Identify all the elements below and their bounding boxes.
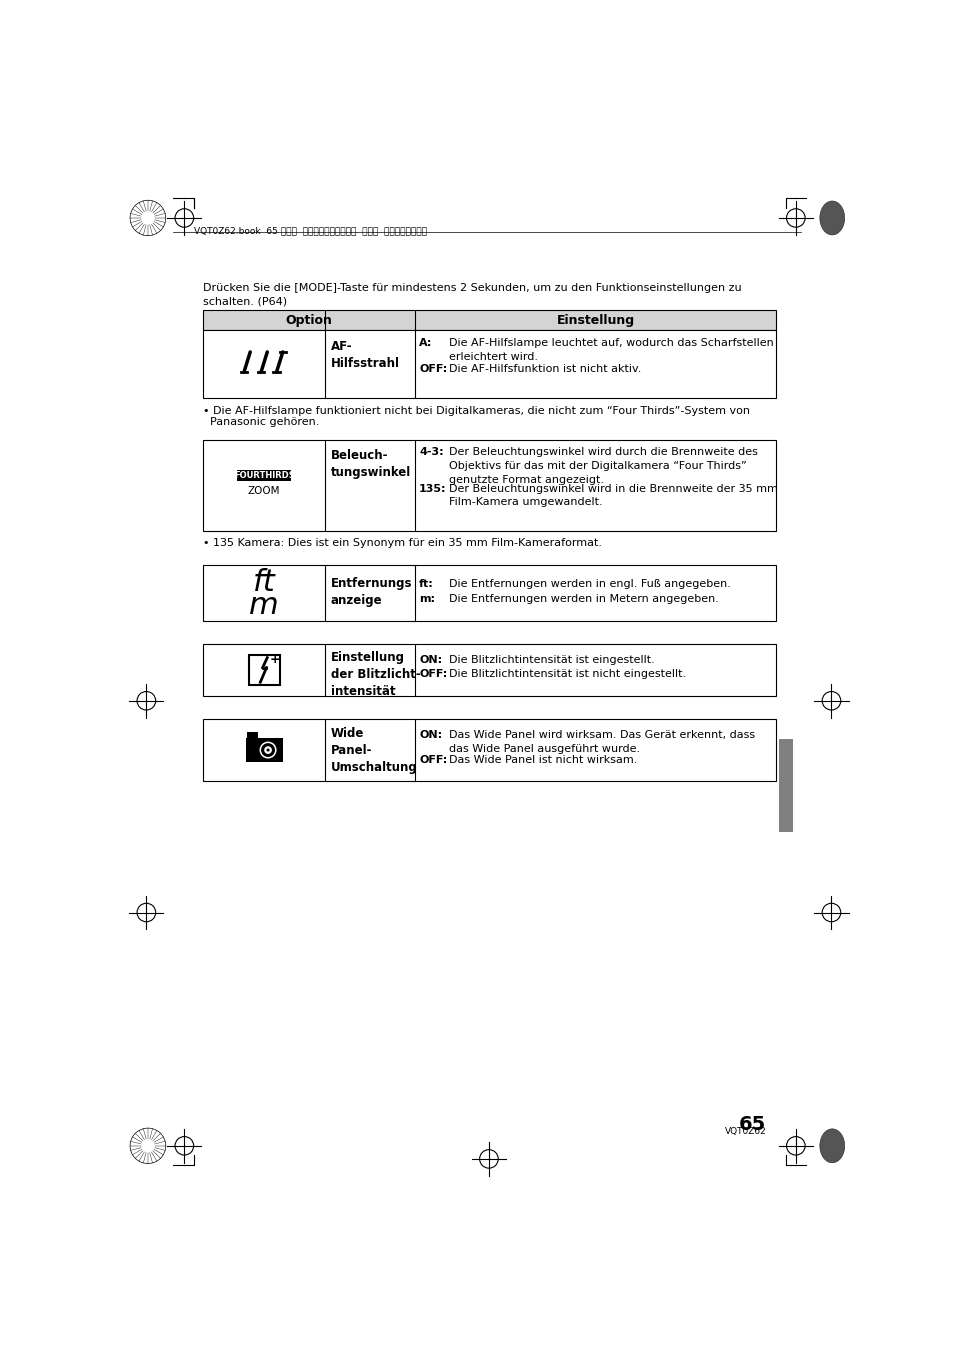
Text: VQT0Z62.book  65 ページ  ２００６年６月２２日  木曜日  午前１１時４６分: VQT0Z62.book 65 ページ ２００６年６月２２日 木曜日 午前１１時… xyxy=(194,226,427,236)
Text: Die Entfernungen werden in engl. Fuß angegeben.: Die Entfernungen werden in engl. Fuß ang… xyxy=(449,580,731,589)
Text: Die AF-Hilfsfunktion ist nicht aktiv.: Die AF-Hilfsfunktion ist nicht aktiv. xyxy=(449,364,641,373)
Text: 4-3:: 4-3: xyxy=(418,448,443,457)
Ellipse shape xyxy=(819,201,843,235)
Text: Option: Option xyxy=(285,314,332,326)
Text: Der Beleuchtungswinkel wird in die Brennweite der 35 mm
Film-Kamera umgewandelt.: Der Beleuchtungswinkel wird in die Brenn… xyxy=(449,484,778,507)
Text: Drücken Sie die [MODE]-Taste für mindestens 2 Sekunden, um zu den Funktionseinst: Drücken Sie die [MODE]-Taste für mindest… xyxy=(203,283,740,306)
Bar xyxy=(203,720,776,780)
Text: Das Wide Panel wird wirksam. Das Gerät erkennt, dass
das Wide Panel ausgeführt w: Das Wide Panel wird wirksam. Das Gerät e… xyxy=(449,731,755,754)
Text: OFF:: OFF: xyxy=(418,364,447,373)
Bar xyxy=(247,732,257,737)
Bar xyxy=(203,310,776,330)
Bar xyxy=(203,330,776,398)
Bar xyxy=(778,739,792,832)
Text: Die AF-Hilfslampe leuchtet auf, wodurch das Scharfstellen
erleichtert wird.: Die AF-Hilfslampe leuchtet auf, wodurch … xyxy=(449,338,773,361)
Bar xyxy=(203,565,776,620)
Text: Beleuch-
tungswinkel: Beleuch- tungswinkel xyxy=(331,449,411,479)
Text: m:: m: xyxy=(418,593,435,604)
Bar xyxy=(249,655,279,685)
Text: ON:: ON: xyxy=(418,655,442,665)
Bar xyxy=(203,644,776,696)
Text: Die Blitzlichtintensität ist eingestellt.: Die Blitzlichtintensität ist eingestellt… xyxy=(449,655,655,665)
Text: OFF:: OFF: xyxy=(418,669,447,679)
Text: 135:: 135: xyxy=(418,484,446,493)
Text: FOURTHIRDS: FOURTHIRDS xyxy=(233,470,294,480)
Text: • 135 Kamera: Dies ist ein Synonym für ein 35 mm Film-Kameraformat.: • 135 Kamera: Dies ist ein Synonym für e… xyxy=(203,538,601,549)
Circle shape xyxy=(266,748,270,752)
Text: Entfernungs
anzeige: Entfernungs anzeige xyxy=(331,577,412,607)
Text: Die Entfernungen werden in Metern angegeben.: Die Entfernungen werden in Metern angege… xyxy=(449,593,719,604)
Bar xyxy=(203,439,776,531)
Text: Einstellung
der Blitzlicht-
intensität: Einstellung der Blitzlicht- intensität xyxy=(331,651,420,698)
Text: ft: ft xyxy=(253,568,275,597)
Text: VQT0Z62: VQT0Z62 xyxy=(724,1127,765,1135)
Text: ZOOM: ZOOM xyxy=(248,485,280,496)
Ellipse shape xyxy=(819,1128,843,1163)
Text: Das Wide Panel ist nicht wirksam.: Das Wide Panel ist nicht wirksam. xyxy=(449,755,638,766)
Circle shape xyxy=(264,747,272,754)
Circle shape xyxy=(261,743,274,758)
Text: m: m xyxy=(249,590,279,620)
Text: AF-
Hilfsstrahl: AF- Hilfsstrahl xyxy=(331,340,399,369)
Text: 65: 65 xyxy=(739,1115,765,1134)
Text: ON:: ON: xyxy=(418,731,442,740)
Text: Wide
Panel-
Umschaltung: Wide Panel- Umschaltung xyxy=(331,727,417,774)
Text: Die Blitzlichtintensität ist nicht eingestellt.: Die Blitzlichtintensität ist nicht einge… xyxy=(449,669,686,679)
Text: OFF:: OFF: xyxy=(418,755,447,766)
Text: Panasonic gehören.: Panasonic gehören. xyxy=(203,418,319,427)
Circle shape xyxy=(259,741,276,759)
Text: A:: A: xyxy=(418,338,432,348)
Text: • Die AF-Hilfslampe funktioniert nicht bei Digitalkameras, die nicht zum “Four T: • Die AF-Hilfslampe funktioniert nicht b… xyxy=(203,406,749,415)
Bar xyxy=(236,469,291,481)
Text: ft:: ft: xyxy=(418,580,434,589)
Text: Der Beleuchtungswinkel wird durch die Brennweite des
Objektivs für das mit der D: Der Beleuchtungswinkel wird durch die Br… xyxy=(449,448,758,485)
Text: Einstellung: Einstellung xyxy=(556,314,634,326)
Text: +: + xyxy=(270,652,280,666)
Bar xyxy=(245,737,282,763)
